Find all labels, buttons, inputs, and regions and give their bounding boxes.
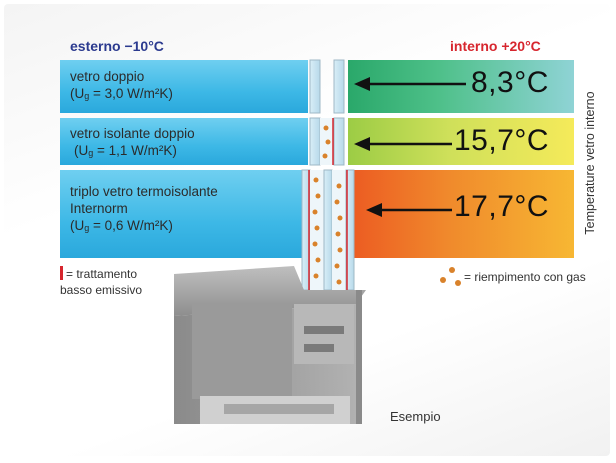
- legend-coating: = trattamento basso emissivo: [60, 266, 142, 298]
- diagram-card: esterno −10°C interno +20°C: [4, 4, 610, 456]
- u-subscript: g: [88, 148, 94, 158]
- u-subscript: g: [84, 91, 90, 101]
- legend-coating-line1: = trattamento: [66, 267, 138, 281]
- glass-label-insulating: vetro isolante doppio (Ug = 1,1 W/m²K): [70, 125, 195, 162]
- glass-name: vetro doppio: [70, 69, 145, 84]
- band-inside-insulating: [348, 118, 574, 165]
- legend-coating-line2: basso emissivo: [60, 283, 143, 297]
- u-value: (Ug = 3,0 W/m²K): [70, 86, 173, 101]
- glass-name: vetro isolante doppio: [70, 126, 195, 141]
- legend-gas: = riempimento con gas: [464, 270, 586, 284]
- glass-label-triple: triplo vetro termoisolante Internorm (Ug…: [70, 183, 218, 237]
- temp-insulating: 15,7°C: [454, 124, 550, 157]
- glass-name-line2: Internorm: [70, 201, 128, 216]
- example-label: Esempio: [390, 409, 441, 424]
- u-value: (Ug = 0,6 W/m²K): [70, 218, 173, 233]
- u-value-text: = 0,6 W/m²K: [93, 218, 169, 233]
- band-inside-triple: [348, 170, 574, 258]
- glass-label-double: vetro doppio (Ug = 3,0 W/m²K): [70, 68, 173, 105]
- band-outside-insulating: [60, 118, 308, 165]
- band-inside-double: [348, 60, 574, 113]
- u-value: (Ug = 1,1 W/m²K): [74, 143, 177, 158]
- band-outside-triple: [60, 170, 308, 258]
- inside-temp-header: interno +20°C: [450, 38, 541, 54]
- temp-triple: 17,7°C: [454, 190, 550, 223]
- band-outside-double: [60, 60, 308, 113]
- glass-illustration: [60, 59, 466, 424]
- u-value-text: = 3,0 W/m²K: [93, 86, 169, 101]
- side-label: Temperature vetro interno: [583, 91, 597, 235]
- temp-double: 8,3°C: [471, 66, 549, 99]
- u-subscript: g: [84, 223, 90, 233]
- outside-temp-header: esterno −10°C: [70, 38, 164, 54]
- glass-name: triplo vetro termoisolante: [70, 184, 218, 199]
- u-value-text: = 1,1 W/m²K: [97, 143, 173, 158]
